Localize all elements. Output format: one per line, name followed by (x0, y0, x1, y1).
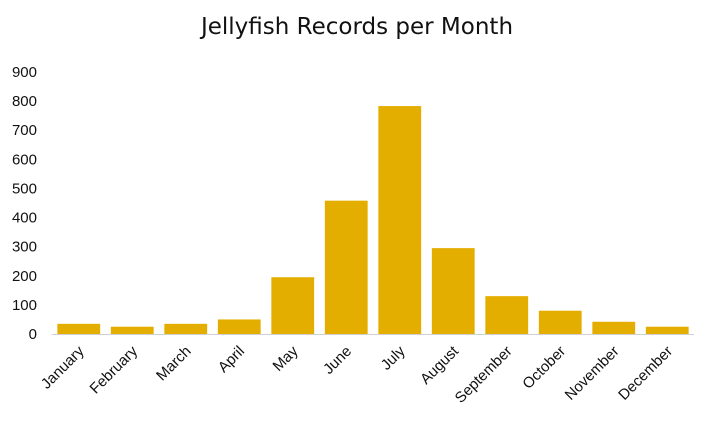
x-tick-label-july: July (378, 342, 409, 373)
bar-june (324, 200, 368, 334)
x-tick-label-november: November (562, 343, 623, 404)
chart-title: Jellyfish Records per Month (200, 14, 514, 40)
y-tick-label: 100 (12, 297, 37, 314)
bar-march (164, 323, 208, 334)
x-axis: January February March April May June July Augu… (38, 342, 676, 406)
bar-may (271, 277, 315, 334)
bar-april (217, 319, 261, 334)
bar-july (378, 106, 422, 334)
x-tick-label-february: February (87, 342, 142, 397)
bar-september (485, 296, 529, 334)
y-axis: 0 100 200 300 400 500 600 700 800 900 (12, 64, 37, 343)
y-tick-label: 300 (12, 239, 37, 256)
x-tick-label-march: March (153, 343, 194, 384)
y-tick-label: 200 (12, 268, 37, 285)
y-tick-label: 600 (12, 151, 37, 168)
x-tick-label-september: September (452, 343, 516, 407)
bar-october (538, 310, 582, 334)
x-tick-label-april: April (215, 343, 248, 376)
x-tick-label-october: October (519, 343, 569, 393)
x-tick-label-december: December (615, 343, 676, 404)
bar-january (57, 323, 101, 334)
y-tick-label: 800 (12, 93, 37, 110)
bar-august (431, 248, 475, 334)
x-tick-label-january: January (38, 342, 88, 392)
bar-february (110, 326, 154, 334)
x-tick-label-june: June (320, 343, 355, 378)
bar-november (592, 321, 636, 334)
y-tick-label: 0 (29, 326, 37, 343)
bars-group (57, 106, 689, 334)
bar-december (645, 326, 689, 334)
y-tick-label: 700 (12, 122, 37, 139)
y-tick-label: 900 (12, 64, 37, 81)
y-tick-label: 500 (12, 180, 37, 197)
x-tick-label-august: August (417, 342, 463, 388)
y-tick-label: 400 (12, 210, 37, 227)
x-tick-label-may: May (270, 342, 302, 374)
